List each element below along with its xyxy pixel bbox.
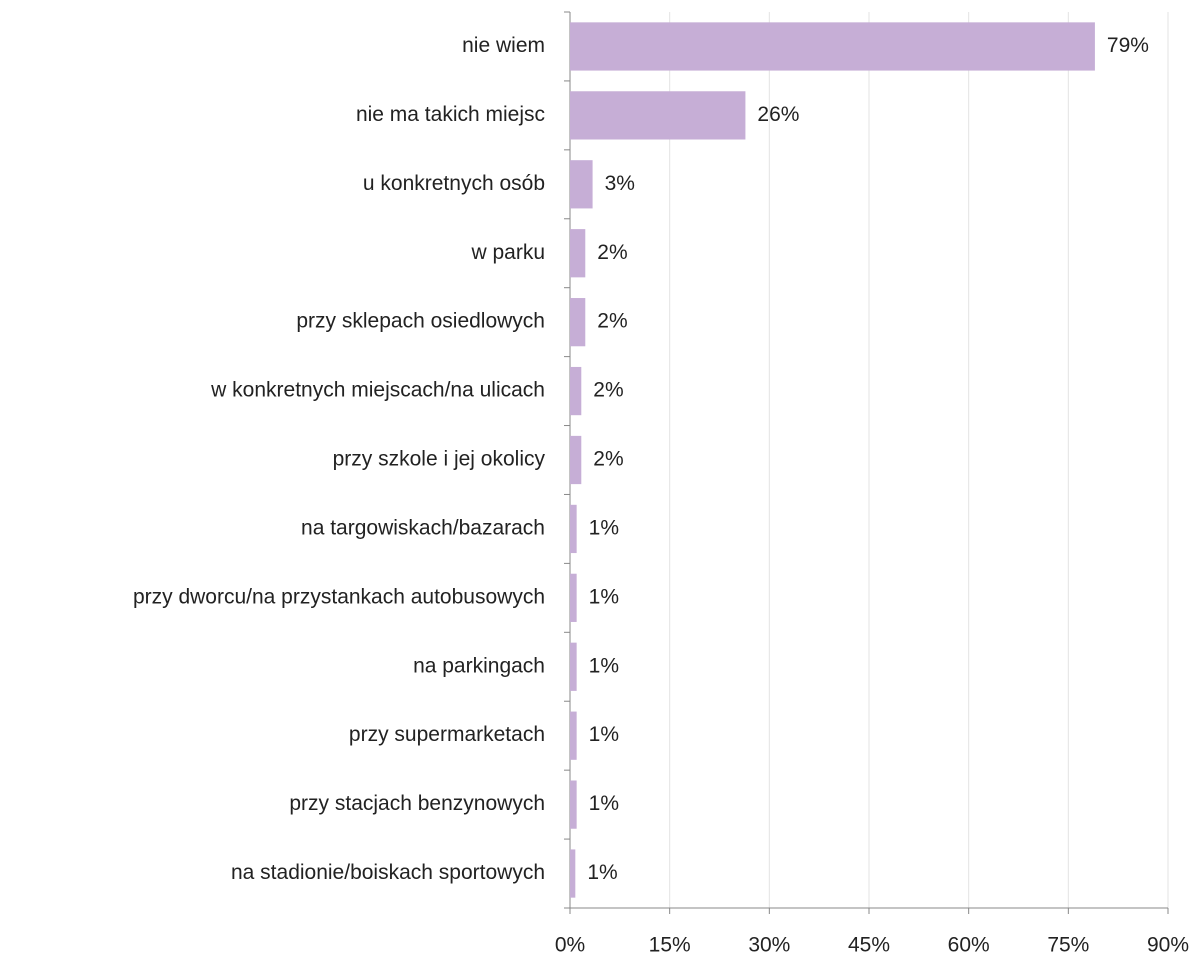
y-tick-label: na parkingach (413, 654, 545, 677)
data-label: 1% (589, 723, 619, 746)
data-label: 1% (587, 861, 617, 884)
bar (570, 366, 582, 416)
bar (570, 22, 1095, 71)
bar (570, 160, 593, 209)
data-label: 2% (593, 448, 623, 471)
y-tick-label: nie wiem (462, 34, 545, 57)
y-tick-label: u konkretnych osób (363, 172, 545, 195)
data-label: 1% (589, 792, 619, 815)
y-tick-label: na stadionie/boiskach sportowych (231, 861, 545, 884)
y-tick-label: przy dworcu/na przystankach autobusowych (133, 585, 545, 608)
bar (570, 849, 576, 898)
x-tick-label: 75% (1047, 934, 1089, 957)
bar (570, 642, 577, 691)
data-label: 3% (605, 172, 635, 195)
y-tick-label: nie ma takich miejsc (356, 103, 545, 126)
y-tick-label: na targowiskach/bazarach (301, 516, 545, 539)
bar (570, 711, 577, 760)
y-tick-label: w konkretnych miejscach/na ulicach (210, 379, 545, 402)
x-tick-label: 60% (948, 934, 990, 957)
bar (570, 229, 586, 278)
data-label: 1% (589, 516, 619, 539)
x-tick-label: 0% (555, 934, 585, 957)
data-label: 2% (597, 310, 627, 333)
x-tick-label: 90% (1147, 934, 1189, 957)
bar (570, 573, 577, 622)
data-label: 79% (1107, 34, 1149, 57)
x-tick-label: 15% (649, 934, 691, 957)
bar (570, 435, 582, 485)
y-tick-label: przy supermarketach (349, 723, 545, 746)
bar (570, 91, 746, 140)
y-tick-label: przy szkole i jej okolicy (333, 448, 546, 471)
data-label: 1% (589, 585, 619, 608)
data-label: 2% (593, 379, 623, 402)
data-label: 2% (597, 241, 627, 264)
bar (570, 298, 586, 347)
bar (570, 504, 577, 554)
bar (570, 780, 577, 829)
data-label: 1% (589, 654, 619, 677)
x-tick-label: 30% (748, 934, 790, 957)
y-tick-label: w parku (470, 241, 545, 264)
y-tick-label: przy stacjach benzynowych (289, 792, 545, 815)
y-tick-label: przy sklepach osiedlowych (296, 310, 545, 333)
x-tick-label: 45% (848, 934, 890, 957)
data-label: 26% (757, 103, 799, 126)
